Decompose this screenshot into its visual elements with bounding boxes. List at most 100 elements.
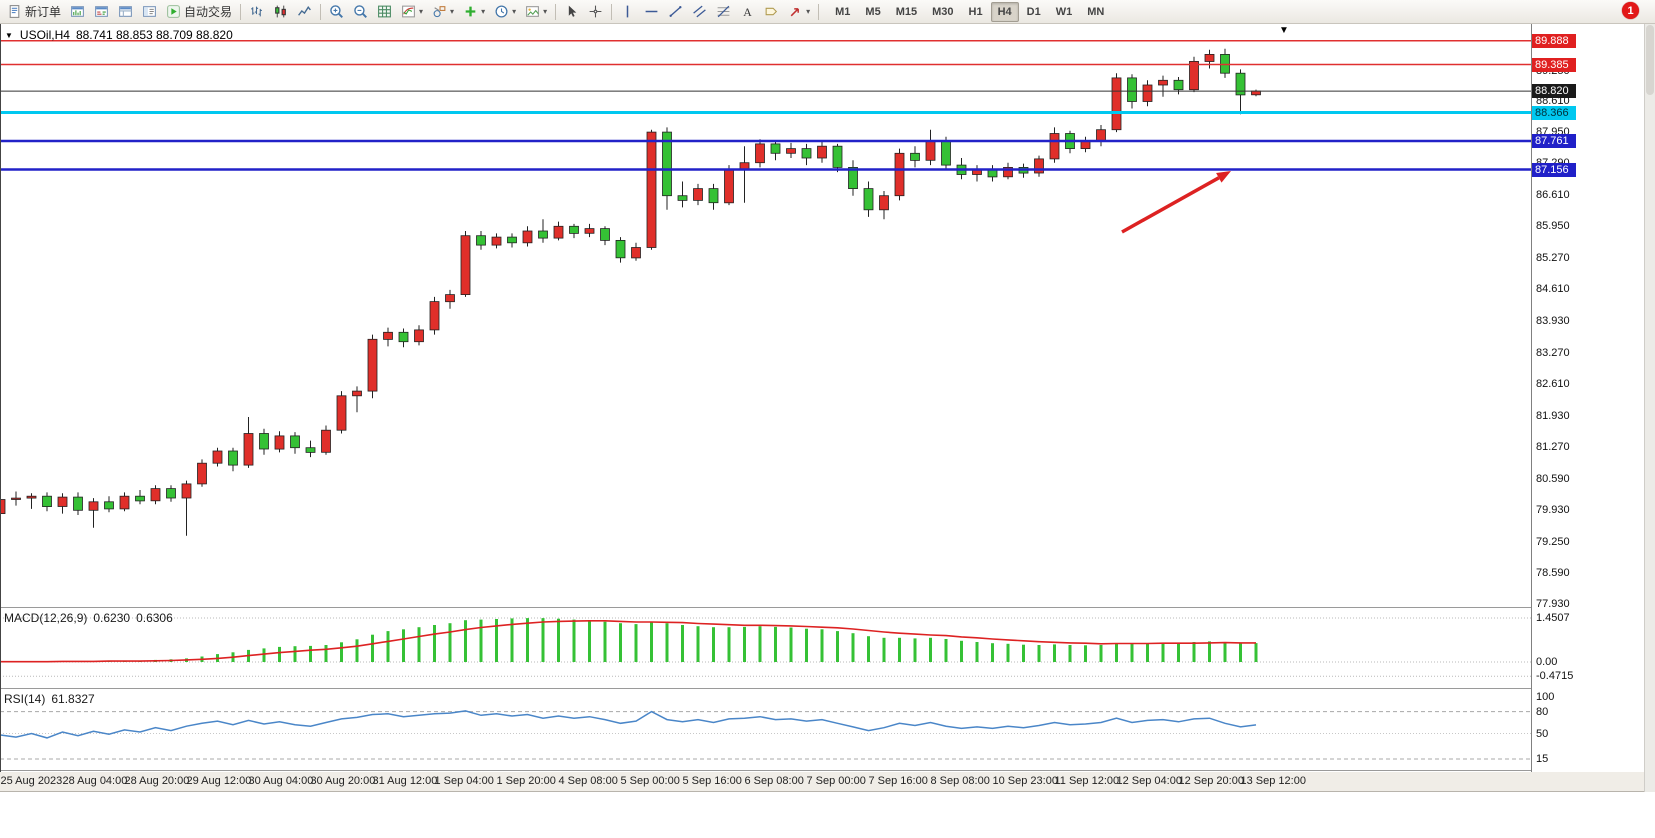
equidistant-channel-button[interactable] — [688, 1, 711, 22]
quick-trade-collapse-icon[interactable]: ▼ — [5, 30, 13, 40]
scrollbar-thumb[interactable] — [1646, 25, 1654, 95]
navigator-button[interactable] — [138, 1, 161, 22]
chevron-down-icon[interactable]: ▾ — [450, 7, 455, 16]
candle — [166, 485, 176, 502]
ohlc-values: 88.741 88.853 88.709 88.820 — [75, 28, 233, 42]
rsi-pane[interactable]: RSI(14) 61.8327 — [0, 690, 1531, 771]
timeframe-m30[interactable]: M30 — [932, 5, 954, 18]
cursor-icon — [564, 4, 579, 19]
text-button[interactable]: A — [736, 1, 759, 22]
market-watch-button[interactable] — [90, 1, 113, 22]
candle — [321, 425, 331, 455]
chevron-down-icon[interactable]: ▾ — [481, 7, 486, 16]
grid-button[interactable] — [373, 1, 396, 22]
price-axis-label: 86.610 — [1536, 189, 1570, 202]
price-axis[interactable]: 89.25088.61087.95087.29086.61085.95085.2… — [1531, 24, 1644, 772]
candle — [88, 498, 99, 528]
timeframe-m1[interactable]: M1 — [835, 5, 851, 18]
macd-chart[interactable] — [0, 609, 1531, 689]
macd-pane[interactable]: MACD(12,26,9) 0.6230 0.6306 — [0, 609, 1531, 689]
timeframe-mn[interactable]: MN — [1087, 5, 1105, 18]
timeframe-h1[interactable]: H1 — [968, 5, 983, 18]
timeframe-d1[interactable]: D1 — [1026, 5, 1041, 18]
resistance-line-lower-price-label[interactable]: 89.385 — [1532, 57, 1576, 72]
time-axis-label: 7 Sep 16:00 — [868, 775, 928, 787]
chart-shift-marker[interactable]: ▼ — [1279, 25, 1289, 36]
chart-left-border — [0, 24, 1, 772]
candle — [615, 237, 626, 263]
indicators-icon — [401, 4, 416, 19]
candle — [491, 233, 502, 249]
notification-badge[interactable]: 1 — [1622, 2, 1639, 19]
candle — [352, 386, 362, 413]
timeframe-w1[interactable]: W1 — [1055, 5, 1073, 18]
objects-icon — [432, 4, 447, 19]
horizontal-line-button[interactable] — [640, 1, 663, 22]
arrow-annotation[interactable] — [1121, 176, 1220, 234]
new-order-button[interactable]: 新订单 — [3, 1, 65, 22]
price-pane[interactable]: ▼ USOil,H4 88.741 88.853 88.709 88.820 ▼ — [0, 24, 1531, 608]
support-line-cyan-price-label[interactable]: 88.366 — [1532, 105, 1576, 120]
candle — [259, 428, 269, 455]
chevron-down-icon[interactable]: ▾ — [806, 7, 811, 16]
add-indicator-button[interactable]: ▾ — [459, 1, 489, 22]
price-axis-label: 79.930 — [1536, 503, 1570, 516]
candle — [57, 493, 68, 514]
zoom-in-button[interactable] — [325, 1, 348, 22]
text-label-icon — [764, 4, 779, 19]
candlestick-chart-icon — [273, 4, 288, 19]
rsi-value: 61.8327 — [51, 692, 95, 706]
objects-button[interactable]: ▾ — [428, 1, 458, 22]
candle — [445, 289, 455, 309]
new-chart-button[interactable] — [66, 1, 89, 22]
line-chart-button[interactable] — [293, 1, 316, 22]
timeframe-h4[interactable]: H4 — [990, 1, 1019, 22]
candlestick-chart[interactable] — [0, 24, 1531, 608]
new-order-label: 新订单 — [25, 5, 62, 19]
time-axis[interactable]: 25 Aug 2023 28 Aug 04:00 28 Aug 20:00 29 Au… — [0, 772, 1644, 792]
indicators-button[interactable]: ▾ — [397, 1, 427, 22]
chart-window: ▼ USOil,H4 88.741 88.853 88.709 88.820 ▼… — [0, 24, 1655, 792]
macd-axis-label: -0.4715 — [1536, 670, 1574, 683]
support-line-blue-lower-price-label[interactable]: 87.156 — [1532, 162, 1576, 177]
resistance-line-upper-price-label[interactable]: 89.888 — [1532, 33, 1576, 48]
trendline-button[interactable] — [664, 1, 687, 22]
candle — [972, 165, 982, 182]
candle — [212, 447, 223, 467]
crosshair-button[interactable] — [584, 1, 607, 22]
arrow-annotation-head[interactable] — [1216, 171, 1231, 183]
timeframe-menu-button[interactable]: ▾ — [490, 1, 520, 22]
algo-trading-button[interactable]: 自动交易 — [162, 1, 236, 22]
candle — [150, 485, 161, 505]
bid-price-line-price-label[interactable]: 88.820 — [1532, 84, 1576, 99]
templates-button[interactable]: ▾ — [521, 1, 551, 22]
vertical-line-button[interactable] — [616, 1, 639, 22]
bar-chart-button[interactable] — [245, 1, 268, 22]
cursor-button[interactable] — [560, 1, 583, 22]
price-axis-label: 83.270 — [1536, 346, 1570, 359]
time-axis-label: 25 Aug 2023 — [0, 775, 63, 787]
candle — [755, 139, 765, 168]
time-axis-label: 5 Sep 00:00 — [620, 775, 680, 787]
support-line-blue-upper-price-label[interactable]: 87.761 — [1532, 134, 1576, 148]
candle — [1173, 77, 1184, 95]
zoom-out-button[interactable] — [349, 1, 372, 22]
candle — [631, 242, 641, 261]
timeframe-m5[interactable]: M5 — [865, 5, 881, 18]
timeframe-m15[interactable]: M15 — [895, 5, 918, 18]
rsi-chart[interactable] — [0, 690, 1531, 771]
algo-trading-icon — [166, 4, 181, 19]
candle — [1080, 136, 1091, 153]
chevron-down-icon[interactable]: ▾ — [419, 7, 424, 16]
data-window-button[interactable] — [114, 1, 137, 22]
candlestick-chart-button[interactable] — [269, 1, 292, 22]
chevron-down-icon[interactable]: ▾ — [543, 7, 548, 16]
text-label-button[interactable] — [760, 1, 783, 22]
arrow-objects-button[interactable]: ▾ — [784, 1, 814, 22]
vertical-scrollbar[interactable] — [1644, 24, 1655, 792]
data-window-icon — [118, 4, 133, 19]
candle — [770, 140, 781, 161]
candle — [879, 191, 889, 220]
chevron-down-icon[interactable]: ▾ — [512, 7, 517, 16]
fibonacci-retracement-button[interactable] — [712, 1, 735, 22]
